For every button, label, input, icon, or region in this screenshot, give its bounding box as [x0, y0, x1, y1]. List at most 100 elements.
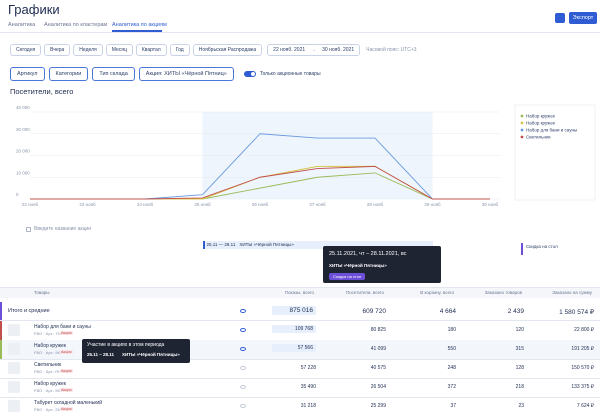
- checkbox-label: Введите название акции: [34, 226, 92, 232]
- toggle-label: Только акционные товары: [259, 71, 321, 77]
- y-tick-label: 0: [16, 192, 19, 197]
- selector-button[interactable]: Артикул: [10, 67, 45, 81]
- table-header: Товары: [34, 290, 50, 295]
- row-tooltip: Участие в акциях в этом периода 25.11 – 2…: [82, 339, 190, 363]
- row-tooltip-title: Участие в акциях в этом периода: [87, 342, 165, 348]
- legend-box: [514, 104, 596, 201]
- legend-dot: [520, 135, 524, 139]
- table-cell: 57 228: [300, 365, 316, 371]
- tooltip-name: ХИТЫ «Чёрной Пятницы»: [329, 263, 387, 268]
- table-cell: 315: [515, 346, 524, 352]
- selector-button[interactable]: Категории: [48, 67, 89, 81]
- tooltip-dates: 25.11.2021, чт – 28.11.2021, вс: [329, 251, 407, 257]
- date-arrow: →: [311, 47, 317, 53]
- eye-icon[interactable]: [240, 366, 246, 370]
- period-button[interactable]: Вчера: [44, 44, 71, 56]
- row-accent: [0, 302, 2, 320]
- row-tooltip-dates: 25.11 – 28.11: [87, 352, 115, 357]
- table-cell: 128: [515, 365, 524, 371]
- legend-dot: [520, 128, 524, 132]
- product-sku: FBO · Арт.: 2K70150: [34, 407, 72, 412]
- table-header[interactable]: Заказано на сумму: [552, 290, 592, 295]
- period-button[interactable]: Сегодня: [10, 44, 42, 56]
- y-tick-label: 40 000: [16, 105, 30, 110]
- table-header[interactable]: Посетители, всего: [345, 290, 384, 295]
- active-tab-underline: [112, 30, 162, 32]
- table-cell: 23: [518, 403, 524, 409]
- period-button[interactable]: Год: [169, 44, 190, 56]
- table-cell: 120: [515, 327, 524, 333]
- selector-button[interactable]: Тип склада: [92, 67, 135, 81]
- toggle[interactable]: [243, 71, 256, 77]
- row-line: [0, 359, 600, 360]
- table-cell: 80 825: [370, 327, 386, 333]
- product-name[interactable]: Набор кружек: [34, 381, 66, 387]
- table-header[interactable]: Заказано товаров: [484, 290, 522, 295]
- tooltip-button[interactable]: Скидка на стол: [329, 273, 366, 280]
- date-to: 30 нояб. 2021: [322, 47, 355, 53]
- y-tick-label: 10 000: [16, 170, 30, 175]
- period-button[interactable]: Ноябрьская Распродажа: [192, 44, 263, 56]
- table-cell: 248: [447, 365, 456, 371]
- table-cell: 22 800 ₽: [574, 327, 594, 333]
- promo-badge: Акция: [60, 331, 73, 335]
- promo-name: ХИТЫ «Чёрной Пятницы»: [239, 242, 294, 247]
- upload-icon[interactable]: [555, 13, 565, 23]
- table-cell: 4 664: [439, 308, 456, 315]
- table-cell: 2 439: [507, 308, 524, 315]
- table-header[interactable]: В корзину, всего: [420, 290, 454, 295]
- date-from: 22 нояб. 2021: [273, 47, 306, 53]
- eye-icon[interactable]: [240, 347, 246, 351]
- table-cell: 109 768: [272, 325, 316, 333]
- page-title: Графики: [8, 2, 60, 17]
- thumbnail: [8, 400, 20, 412]
- table-cell: 7 624 ₽: [576, 403, 594, 409]
- legend-dot: [520, 121, 524, 125]
- period-button[interactable]: Квартал: [135, 44, 167, 56]
- tab[interactable]: Аналитика: [8, 22, 36, 28]
- product-name[interactable]: Набор кружек: [34, 343, 66, 349]
- eye-icon[interactable]: [240, 404, 246, 408]
- table-cell: 26 504: [370, 384, 386, 390]
- y-tick-label: 30 000: [16, 127, 30, 132]
- row-accent: [0, 340, 2, 359]
- eye-icon[interactable]: [240, 385, 246, 389]
- tab[interactable]: Аналитика по кластерам: [44, 22, 108, 28]
- x-tick-label: 25 нояб: [194, 202, 211, 207]
- table-cell: 40 575: [370, 365, 386, 371]
- row-accent: [0, 321, 2, 340]
- eye-icon[interactable]: [240, 309, 246, 313]
- x-tick-label: 26 нояб: [252, 202, 269, 207]
- legend-label: Набор кружек: [526, 114, 555, 119]
- eye-icon[interactable]: [240, 328, 246, 332]
- product-name[interactable]: Набор для бани и сауны: [34, 324, 91, 330]
- table-cell: 57 566: [272, 344, 316, 352]
- period-button[interactable]: Неделя: [73, 44, 103, 56]
- thumbnail: [8, 324, 20, 336]
- row-tooltip-name: ХИТЫ «Чёрной Пятницы»: [122, 352, 180, 357]
- y-tick-label: 20 000: [16, 149, 30, 154]
- export-button[interactable]: Экспорт: [569, 12, 597, 24]
- checkbox[interactable]: [26, 227, 31, 232]
- timezone: Часовой пояс: UTC+3: [366, 47, 417, 53]
- row-line: [0, 378, 600, 379]
- period-row: Сегодня Вчера Неделя Месяц Квартал Год Ноябрьс…: [10, 44, 417, 56]
- period-button[interactable]: Месяц: [105, 44, 133, 56]
- table-cell: 1 580 574 ₽: [559, 309, 594, 316]
- chart-title: Посетители, всего: [10, 87, 73, 96]
- row-line: [0, 320, 600, 321]
- x-tick-label: 24 нояб: [137, 202, 154, 207]
- x-tick-label: 29 нояб: [424, 202, 441, 207]
- product-sku: FBO · Арт.: 9K70252: [34, 388, 72, 393]
- selector-button[interactable]: Акция: ХИТЫ «Чёрной Пятниц»: [138, 67, 234, 81]
- table-cell: 218: [515, 384, 524, 390]
- product-name[interactable]: Табурет складной маленький: [34, 400, 103, 406]
- product-name[interactable]: Светильник: [34, 362, 62, 368]
- table-header-bg: [0, 287, 600, 298]
- tab[interactable]: Аналитика по акциям: [112, 22, 167, 28]
- promo-badge: Акция: [60, 350, 73, 354]
- x-tick-label: 23 нояб: [79, 202, 96, 207]
- date-range[interactable]: 22 нояб. 2021 → 30 нояб. 2021: [267, 44, 361, 56]
- toggle-knob: [250, 72, 255, 76]
- table-header[interactable]: Показы, всего: [284, 290, 314, 295]
